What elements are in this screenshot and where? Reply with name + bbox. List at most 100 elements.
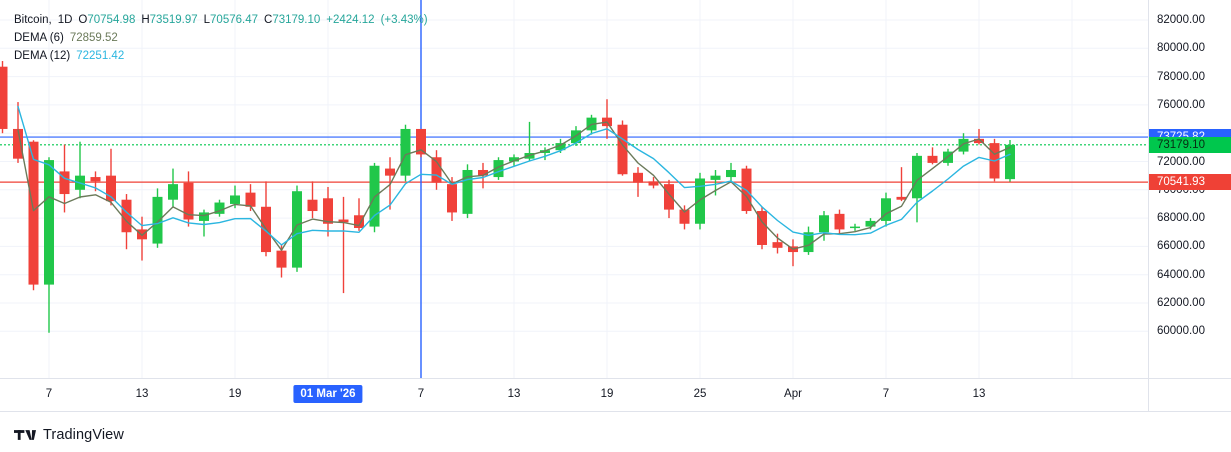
footer: TradingView — [0, 418, 1231, 452]
candle — [0, 61, 8, 134]
time-axis-tick-active[interactable]: 01 Mar '26 — [293, 385, 363, 403]
candle — [214, 199, 225, 217]
candle-body — [462, 169, 473, 214]
chart-pane[interactable] — [0, 0, 1148, 378]
candle-body — [44, 160, 54, 285]
candle-body — [664, 184, 674, 210]
candle-body — [1005, 144, 1015, 180]
candle — [664, 179, 674, 219]
candle — [617, 120, 628, 176]
candle — [850, 223, 860, 231]
candle-body — [803, 232, 814, 253]
candle-body — [447, 184, 457, 213]
candle — [803, 226, 814, 255]
candle — [307, 181, 318, 219]
candle-body — [385, 168, 395, 176]
indicator-line-dema6 — [17, 121, 1011, 251]
candle — [896, 167, 907, 202]
price-axis-tick: 64000.00 — [1157, 268, 1205, 281]
time-axis[interactable]: 7 13 19 01 Mar '26 7 13 19 25 Apr 7 13 — [0, 378, 1148, 412]
candlestick-chart-svg[interactable] — [0, 0, 1148, 378]
candle — [679, 205, 690, 230]
candle-body — [710, 175, 721, 180]
candle-body — [431, 157, 442, 183]
candle — [462, 164, 473, 219]
price-axis-tick: 60000.00 — [1157, 325, 1205, 338]
candle-body — [478, 169, 488, 176]
candle-body — [0, 66, 8, 129]
candle-body — [881, 198, 891, 221]
candle — [788, 239, 798, 267]
price-badge-red[interactable]: 70541.93 — [1149, 174, 1231, 191]
candle-body — [695, 178, 705, 224]
candle — [633, 167, 643, 197]
candle-body — [834, 213, 845, 230]
indicator-line-dema12 — [17, 105, 1011, 246]
candle — [819, 211, 829, 241]
candle — [648, 177, 659, 189]
candle-body — [245, 192, 256, 207]
time-axis-tick[interactable]: 7 — [882, 388, 890, 400]
candle — [416, 128, 426, 158]
candle — [757, 206, 767, 250]
time-axis-tick[interactable]: 7 — [417, 388, 425, 400]
candle — [881, 192, 891, 227]
candle-body — [307, 199, 318, 212]
time-axis-tick[interactable]: 25 — [693, 388, 707, 400]
time-axis-tick[interactable]: 7 — [45, 388, 53, 400]
candle-body — [679, 209, 690, 224]
candle-body — [292, 191, 302, 268]
candle-body — [230, 195, 240, 204]
candle-body — [571, 130, 581, 144]
candle — [106, 148, 116, 206]
candle — [183, 171, 194, 227]
time-axis-tick[interactable]: Apr — [784, 388, 802, 400]
candle-body — [865, 220, 876, 227]
candle — [400, 124, 411, 182]
price-axis[interactable]: 60000.00 62000.00 64000.00 66000.00 68000.00… — [1148, 0, 1231, 400]
price-badge-green[interactable]: 73179.10 — [1149, 136, 1231, 153]
candle — [834, 209, 845, 234]
time-axis-tick[interactable]: 13 — [135, 388, 149, 400]
time-axis-tick[interactable]: 19 — [600, 388, 614, 400]
candle — [431, 150, 442, 190]
candle — [772, 233, 783, 254]
price-axis-tick: 66000.00 — [1157, 240, 1205, 253]
candle — [261, 181, 271, 257]
candle — [75, 141, 85, 199]
candle-body — [106, 175, 116, 202]
candle-body — [617, 124, 628, 175]
candle-body — [183, 182, 194, 220]
candle-body — [59, 171, 70, 195]
candle — [44, 157, 54, 333]
candle-body — [819, 215, 829, 233]
candle-body — [509, 157, 519, 162]
time-axis-tick[interactable]: 13 — [972, 388, 986, 400]
candle-body — [726, 169, 736, 178]
price-axis-tick: 82000.00 — [1157, 14, 1205, 26]
tradingview-logo[interactable]: TradingView — [14, 427, 124, 443]
price-axis-tick: 78000.00 — [1157, 70, 1205, 83]
tradingview-wordmark: TradingView — [43, 427, 124, 443]
candle-body — [28, 141, 39, 285]
time-axis-tick[interactable]: 13 — [507, 388, 521, 400]
candle — [1005, 139, 1015, 182]
candle-body — [772, 242, 783, 248]
candle-body — [121, 199, 132, 233]
candle — [974, 128, 984, 145]
candle-body — [199, 212, 209, 221]
candle-body — [633, 172, 643, 183]
candle-body — [276, 250, 287, 268]
candle-body — [958, 138, 969, 152]
candle-body — [912, 155, 922, 199]
candle-body — [555, 143, 566, 151]
candle-body — [896, 196, 907, 200]
candle-body — [974, 138, 984, 144]
candle — [912, 153, 922, 223]
candle — [726, 162, 736, 182]
candle-body — [90, 177, 101, 182]
time-axis-tick[interactable]: 19 — [228, 388, 242, 400]
candle-body — [400, 128, 411, 176]
candle — [168, 168, 178, 207]
